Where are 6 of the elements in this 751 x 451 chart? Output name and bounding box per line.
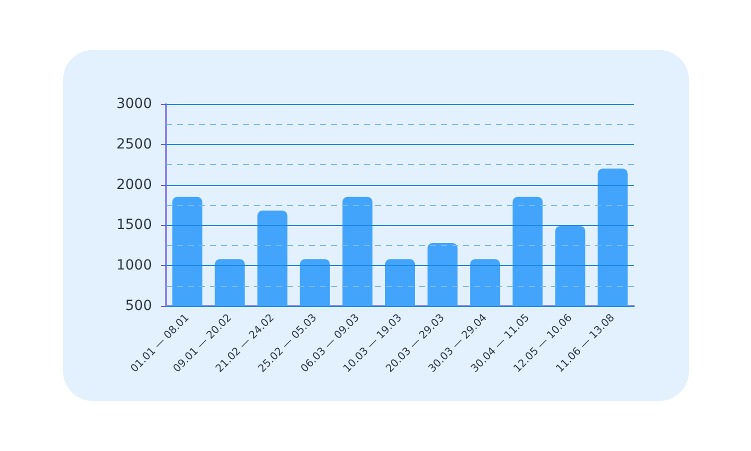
y-tick-label: 500	[125, 298, 152, 314]
y-tick-label: 2500	[116, 136, 152, 152]
y-tick-label: 3000	[116, 96, 152, 112]
y-tick-label: 1500	[116, 217, 152, 234]
y-tick-label: 2000	[116, 176, 152, 193]
y-tick-label: 1000	[116, 258, 152, 274]
